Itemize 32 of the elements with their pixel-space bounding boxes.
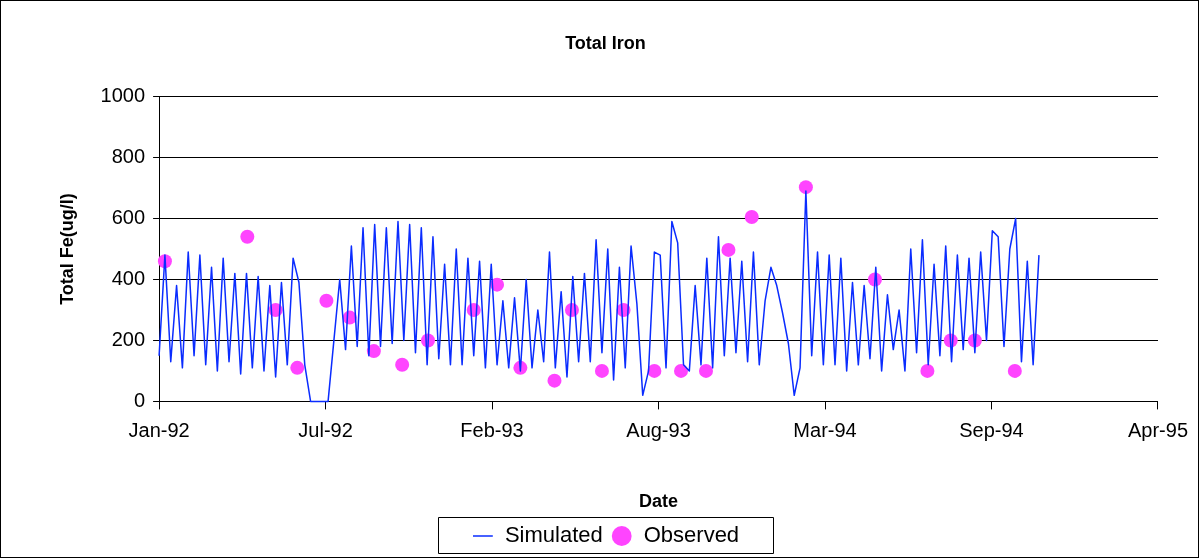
x-tick-label: Jul-92 [298, 418, 353, 441]
y-tick-label: 0 [133, 388, 146, 411]
point [798, 180, 813, 195]
x-axis-title: Date [639, 491, 679, 512]
legend-label: Simulated [504, 522, 603, 548]
y-tick-label: 200 [111, 327, 146, 350]
point [744, 210, 759, 224]
point [1007, 363, 1022, 378]
y-tick-label: 800 [111, 145, 146, 168]
x-tick-label: Jan-92 [128, 418, 190, 441]
point [290, 360, 305, 375]
point [395, 357, 410, 372]
point [594, 363, 609, 378]
point [319, 293, 334, 308]
point [240, 229, 255, 244]
y-axis-title: Total Fe(ug/l) [56, 193, 77, 305]
legend-label: Observed [643, 522, 740, 548]
y-tick-label: 600 [111, 206, 146, 229]
x-tick-label: Apr-95 [1127, 418, 1188, 441]
x-tick-label: Feb-93 [460, 418, 524, 441]
x-tick-label: Mar-94 [793, 418, 857, 441]
point [698, 363, 713, 378]
y-tick-label: 1000 [100, 84, 146, 107]
point [920, 363, 935, 378]
point [547, 373, 562, 388]
x-tick-label: Sep-94 [959, 418, 1024, 441]
x-tick-label: Aug-93 [626, 418, 691, 441]
point [674, 363, 689, 378]
y-tick-label: 400 [111, 267, 146, 289]
chart-title: Total Iron [565, 32, 646, 53]
point [647, 363, 662, 378]
point [721, 242, 736, 257]
